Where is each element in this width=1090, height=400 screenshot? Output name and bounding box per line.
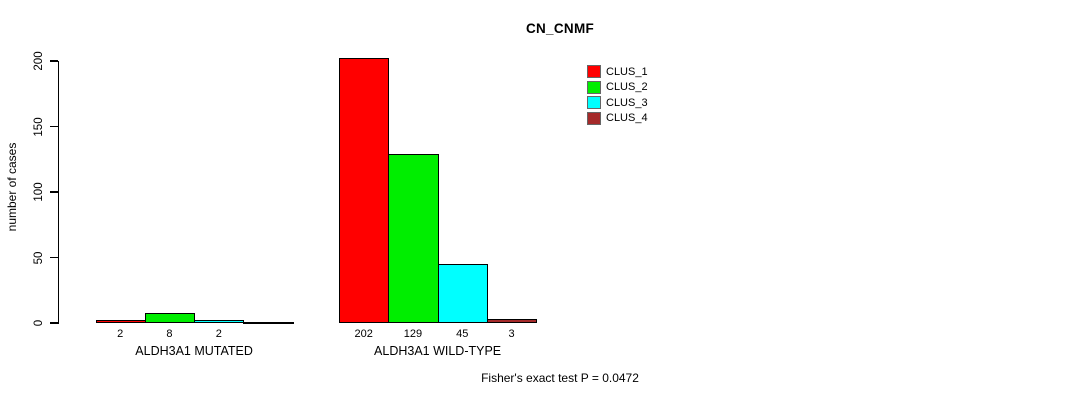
legend-item: CLUS_2 bbox=[587, 80, 648, 96]
legend-swatch-clus_2 bbox=[587, 80, 601, 94]
legend-label: CLUS_3 bbox=[606, 96, 648, 109]
y-tick-mark bbox=[50, 60, 58, 62]
bar-value-label: 8 bbox=[166, 328, 173, 340]
legend-item: CLUS_4 bbox=[587, 111, 648, 127]
bar-clus_4-group1 bbox=[243, 322, 294, 324]
chart-title: CN_CNMF bbox=[525, 21, 595, 36]
bar-value-label: 3 bbox=[508, 328, 515, 340]
y-tick-label: 0 bbox=[33, 319, 45, 327]
legend-swatch-clus_4 bbox=[587, 111, 601, 125]
legend-item: CLUS_1 bbox=[587, 64, 648, 80]
category-label: ALDH3A1 WILD-TYPE bbox=[374, 344, 502, 358]
bar-value-label: 2 bbox=[117, 328, 124, 340]
bar-clus_4-group2 bbox=[486, 319, 538, 323]
bar-clus_2-group1 bbox=[144, 312, 196, 323]
legend: CLUS_1 CLUS_2 CLUS_3 CLUS_4 bbox=[587, 64, 648, 126]
legend-swatch-clus_1 bbox=[587, 65, 601, 79]
y-tick-label: 200 bbox=[33, 51, 45, 71]
bar-value-label: 129 bbox=[403, 328, 423, 340]
y-tick-mark bbox=[50, 125, 58, 128]
bar-clus_1-group2 bbox=[339, 58, 390, 323]
bar-clus_3-group1 bbox=[194, 320, 245, 323]
bar-value-label: 202 bbox=[354, 328, 373, 340]
y-tick-mark bbox=[50, 256, 58, 259]
legend-label: CLUS_1 bbox=[606, 65, 648, 78]
legend-swatch-clus_3 bbox=[587, 96, 601, 110]
y-axis-label: number of cases bbox=[5, 142, 19, 232]
y-tick-label: 150 bbox=[33, 116, 45, 137]
bar-clus_1-group1 bbox=[95, 320, 146, 323]
y-axis-line bbox=[58, 61, 60, 324]
legend-label: CLUS_4 bbox=[606, 112, 648, 125]
legend-item: CLUS_3 bbox=[587, 95, 648, 111]
bar-value-label: 2 bbox=[215, 328, 222, 340]
legend-label: CLUS_2 bbox=[606, 81, 648, 94]
bar-value-label: 45 bbox=[456, 328, 469, 340]
category-label: ALDH3A1 MUTATED bbox=[135, 344, 253, 358]
annotation-text: Fisher's exact test P = 0.0472 bbox=[481, 371, 639, 385]
y-tick-mark bbox=[50, 191, 58, 193]
y-tick-mark bbox=[50, 322, 58, 324]
y-tick-label: 100 bbox=[33, 182, 45, 202]
bar-clus_3-group2 bbox=[437, 264, 488, 323]
y-tick-label: 50 bbox=[33, 251, 45, 264]
bar-clus_2-group2 bbox=[388, 154, 439, 323]
